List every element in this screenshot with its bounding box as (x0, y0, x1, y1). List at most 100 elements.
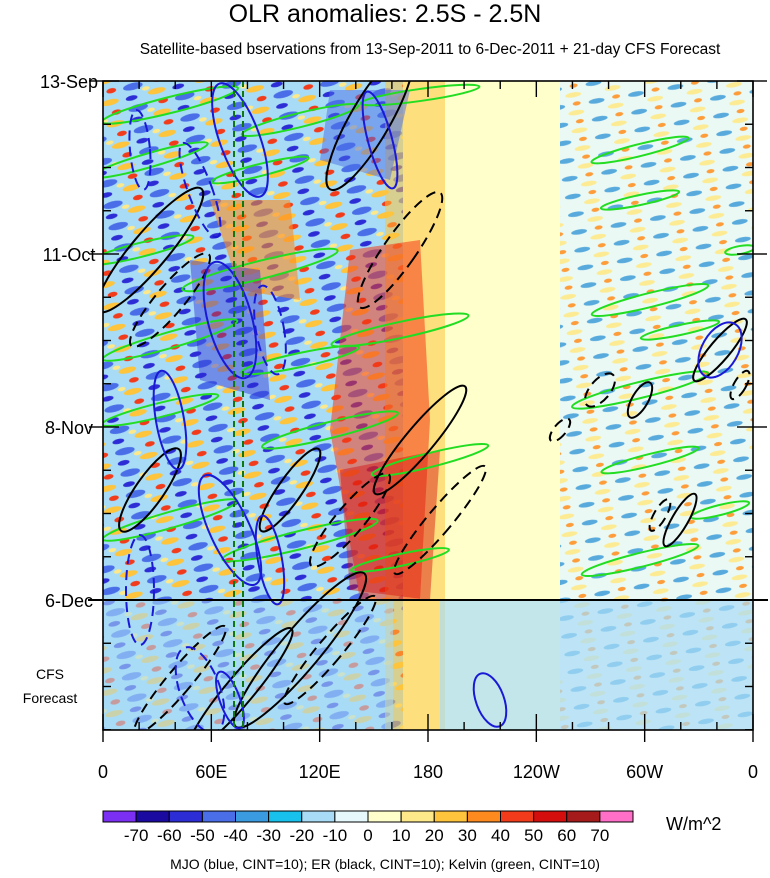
er-contour (626, 381, 654, 419)
kelvin-contour (181, 247, 339, 293)
er-contours (103, 81, 751, 730)
kelvin-contour (240, 102, 360, 138)
colorbar-label: -70 (124, 826, 149, 845)
er-contour (648, 498, 672, 532)
er-contour (548, 417, 572, 443)
er-contour (186, 627, 294, 730)
x-axis: 0 60E 120E 180 120W 60W 0 (98, 81, 758, 782)
er-contour (584, 372, 616, 408)
colorbar-swatch (201, 810, 236, 823)
er-contour (356, 190, 444, 310)
colorbar: -70 -60 -50 -40 -30 -20 -10 0 10 20 30 40 50 60 70 (102, 810, 634, 845)
colorbar-swatch (334, 810, 369, 823)
colorbar-label: 0 (363, 826, 372, 845)
forecast-label-line-1: CFS (36, 666, 64, 682)
colorbar-label: 30 (458, 826, 477, 845)
colorbar-swatch (599, 810, 634, 823)
colorbar-units: W/m^2 (666, 814, 722, 834)
colorbar-label: 20 (425, 826, 444, 845)
kelvin-contour (240, 344, 360, 376)
colorbar-swatch (400, 810, 435, 823)
colorbar-label: -20 (289, 826, 314, 845)
forecast-label: CFS Forecast (10, 662, 90, 710)
er-contour (103, 186, 205, 314)
kelvin-contour (103, 392, 220, 428)
mjo-contour (211, 82, 269, 198)
er-contour (325, 81, 415, 191)
kelvin-contour (350, 547, 450, 573)
cool-anomaly-core (190, 260, 270, 400)
mjo-contour (178, 141, 222, 239)
colorbar-label: -50 (190, 826, 215, 845)
x-tick-label: 120W (513, 762, 560, 782)
y-tick-label: 13-Sep (40, 72, 98, 92)
kelvin-contour (590, 135, 690, 165)
kelvin-contour (261, 410, 399, 450)
x-tick-label: 60W (626, 762, 663, 782)
chart-footnote: MJO (blue, CINT=10); ER (black, CINT=10)… (170, 856, 600, 872)
x-tick-label: 180 (413, 762, 443, 782)
mjo-contour (125, 534, 155, 646)
y-axis: 13-Sep 11-Oct 8-Nov 6-Dec (40, 72, 767, 731)
colorbar-swatch (301, 810, 336, 823)
colorbar-swatch (102, 810, 137, 823)
colorbar-label: 40 (491, 826, 510, 845)
kelvin-contour (599, 189, 681, 211)
colorbar-label: 50 (524, 826, 543, 845)
kelvin-contour (639, 319, 721, 341)
mjo-contour (174, 646, 226, 730)
x-tick-label: 0 (748, 762, 758, 782)
mjo-contour (253, 284, 287, 376)
forecast-cool-band (440, 600, 753, 730)
er-contour (308, 472, 392, 568)
x-tick-label: 0 (98, 762, 108, 782)
warm-anomaly-core-3 (340, 450, 440, 600)
x-tick-label: 60E (195, 762, 227, 782)
colorbar-swatch (135, 810, 170, 823)
colorbar-swatch (268, 810, 303, 823)
colorbar-label: -10 (323, 826, 348, 845)
colorbar-swatch (168, 810, 203, 823)
er-contour (283, 594, 377, 706)
colorbar-label: -40 (223, 826, 248, 845)
mjo-contour (697, 321, 743, 379)
kelvin-contour (590, 282, 710, 318)
er-contour (258, 447, 322, 533)
mjo-contour (215, 670, 245, 730)
y-tick-label: 8-Nov (45, 418, 93, 438)
colorbar-swatch (466, 810, 501, 823)
kelvin-contour (103, 141, 209, 179)
colorbar-swatch (566, 810, 601, 823)
kelvin-contour (103, 318, 239, 362)
kelvin-contour (210, 155, 310, 185)
colorbar-label: -30 (256, 826, 281, 845)
kelvin-contour (103, 85, 239, 125)
colorbar-label: 70 (590, 826, 609, 845)
kelvin-contour (330, 312, 470, 348)
colorbar-swatch (500, 810, 535, 823)
colorbar-swatch (533, 810, 568, 823)
er-contour (128, 252, 212, 348)
chart-title: OLR anomalies: 2.5S - 2.5N (228, 0, 542, 28)
mjo-contour (152, 369, 188, 471)
colorbar-swatch (433, 810, 468, 823)
chart-subtitle: Satellite-based bservations from 13-Sep-… (139, 41, 721, 58)
warm-anomaly-core (330, 240, 430, 600)
mjo-contour (202, 260, 258, 380)
cool-anomaly-core-2 (320, 90, 410, 180)
colorbar-label: 10 (392, 826, 411, 845)
er-contour (133, 624, 227, 730)
kelvin-contour (580, 542, 700, 578)
er-contour (393, 464, 487, 576)
colorbar-label: 60 (557, 826, 576, 845)
mjo-contour (197, 473, 263, 587)
x-tick-label: 120E (299, 762, 341, 782)
y-tick-label: 11-Oct (43, 245, 96, 265)
er-contour (692, 317, 748, 383)
mjo-contour (361, 90, 399, 190)
colorbar-swatch (367, 810, 402, 823)
mjo-contour (128, 109, 152, 191)
er-contour (372, 384, 468, 496)
y-tick-label: 6-Dec (45, 591, 93, 611)
er-contour (662, 492, 698, 548)
